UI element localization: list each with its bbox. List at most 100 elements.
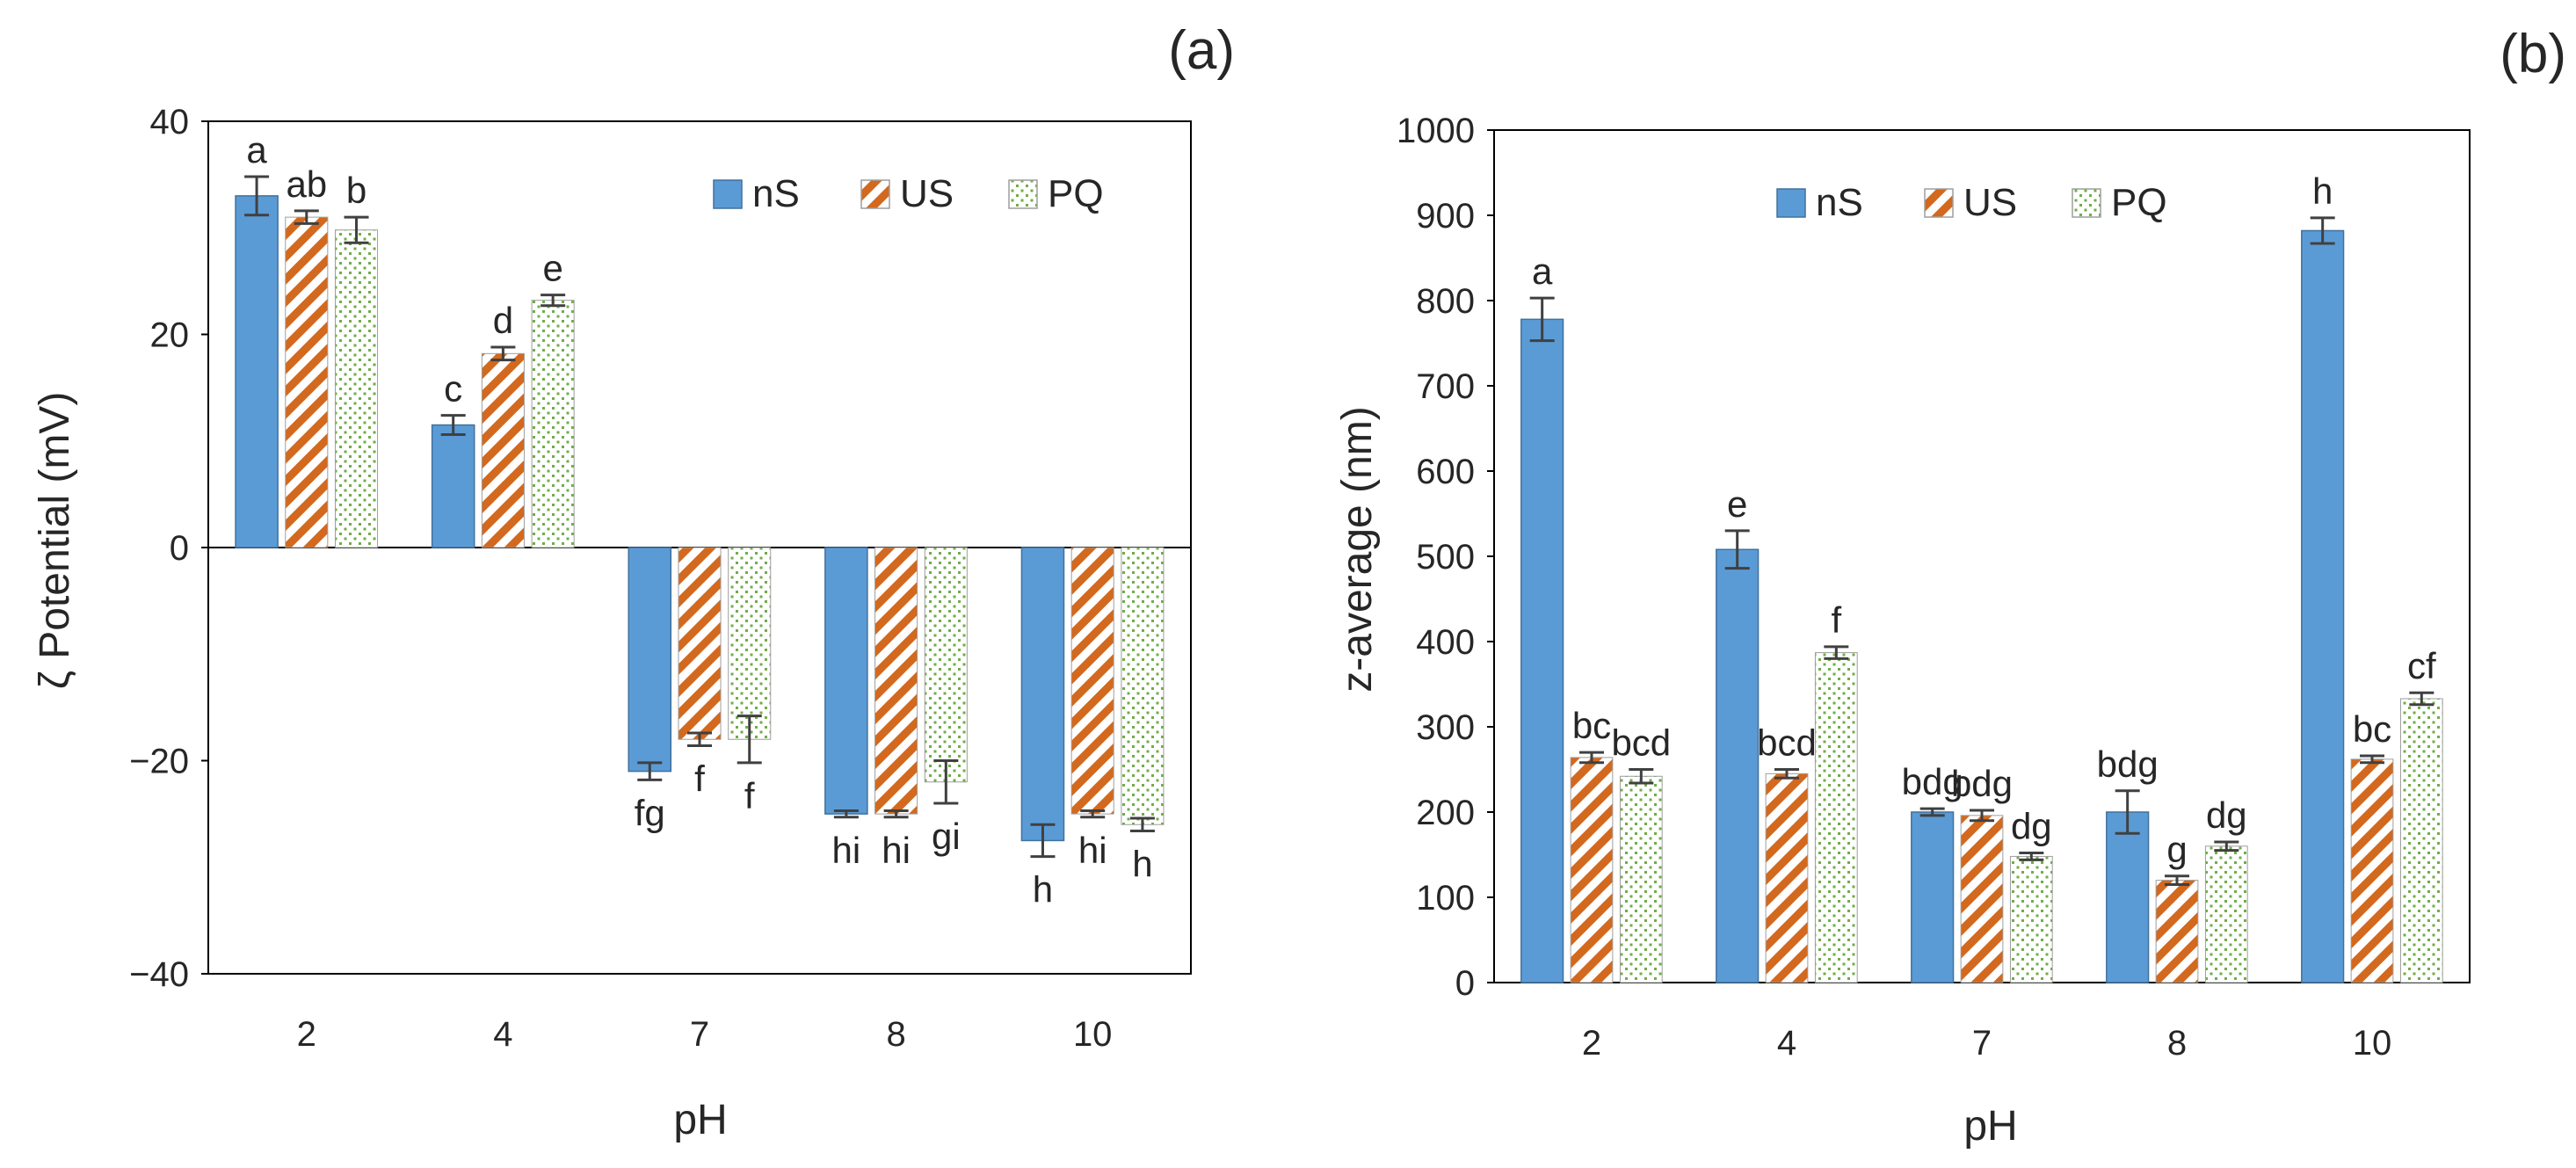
- significance-letter: d: [493, 300, 513, 341]
- chart-1-y-tick-label: 0: [1455, 964, 1475, 1003]
- legend-swatch-us: [1924, 188, 1954, 218]
- significance-letter: e: [542, 248, 562, 289]
- chart-0-x-tick-label: 2: [297, 1015, 316, 1054]
- bar-us-ph-7: [678, 548, 722, 740]
- bar-pq-ph-7: [2010, 856, 2053, 983]
- bar-pq-ph-8: [925, 548, 968, 782]
- chart-a-x-axis-title: pH: [673, 1097, 727, 1143]
- chart-b-z-average: (b) z-average (nm) pH 0 100 200 300 400 500 60…: [1334, 24, 2566, 1150]
- significance-letter: h: [2312, 170, 2333, 212]
- bar-ns-ph-2: [1520, 318, 1564, 983]
- chart-1-y-tick-label: 700: [1416, 367, 1475, 406]
- bar-ns-ph-8: [824, 547, 868, 815]
- significance-letter: g: [2166, 829, 2187, 870]
- significance-letter: ab: [286, 163, 327, 205]
- bar-us-ph-7: [1961, 815, 2003, 983]
- chart-1-y-tick-label: 900: [1416, 197, 1475, 236]
- bar-ns-ph-4: [1716, 548, 1760, 983]
- chart-0-y-tick-label: 20: [150, 316, 190, 355]
- legend-swatch-ns: [1776, 188, 1806, 218]
- significance-letter: f: [744, 775, 755, 816]
- significance-letter: fg: [635, 792, 665, 833]
- significance-letter: cf: [2407, 645, 2436, 686]
- significance-letter: h: [1033, 869, 1053, 910]
- chart-b-panel-label: (b): [2500, 24, 2566, 84]
- significance-letter: f: [1831, 599, 1841, 641]
- significance-letter: gi: [932, 816, 961, 857]
- bar-ns-ph-2: [235, 195, 279, 548]
- significance-letter: bcd: [1757, 722, 1817, 764]
- bar-ns-ph-10: [1020, 547, 1065, 842]
- bar-us-ph-4: [482, 353, 525, 548]
- significance-letter: bdg: [1951, 763, 2013, 804]
- bar-pq-ph-7: [728, 548, 771, 740]
- bar-pq-ph-4: [1815, 652, 1858, 983]
- significance-letter: b: [346, 170, 366, 211]
- legend-swatch-us: [860, 179, 890, 209]
- chart-b-x-axis-title: pH: [1963, 1103, 2017, 1150]
- significance-letter: a: [1532, 250, 1553, 292]
- bar-us-ph-2: [1571, 757, 1613, 983]
- chart-1-y-tick-label: 800: [1416, 282, 1475, 321]
- legend-label-ns: nS: [1816, 181, 1863, 224]
- bar-us-ph-4: [1766, 773, 1808, 983]
- significance-letter: bc: [2353, 708, 2391, 750]
- bar-us-ph-10: [2351, 758, 2393, 983]
- chart-a-y-axis-title: ζ Potential (mV): [32, 392, 78, 690]
- significance-letter: dg: [2011, 806, 2052, 847]
- chart-0-y-tick-label: 0: [170, 529, 189, 568]
- significance-letter: hi: [1078, 830, 1107, 871]
- chart-0-y-tick-label: 40: [150, 103, 190, 141]
- chart-0-x-tick-label: 8: [886, 1015, 905, 1054]
- legend-label-us: US: [1963, 181, 2017, 224]
- significance-letter: hi: [832, 830, 861, 871]
- chart-1-x-tick-label: 8: [2167, 1024, 2187, 1063]
- significance-letter: f: [694, 758, 705, 800]
- chart-0-y-tick-label: −20: [129, 743, 189, 781]
- significance-letter: dg: [2206, 794, 2247, 836]
- bar-pq-ph-2: [1620, 776, 1663, 983]
- significance-letter: bdg: [1902, 761, 1963, 802]
- significance-letter: bc: [1572, 705, 1611, 746]
- bar-ns-ph-7: [1911, 811, 1955, 983]
- chart-0-y-tick-label: −40: [129, 955, 189, 994]
- chart-1-y-tick-label: 600: [1416, 453, 1475, 491]
- legend-label-us: US: [900, 172, 954, 215]
- significance-letter: c: [444, 368, 462, 410]
- chart-1-x-tick-label: 7: [1972, 1024, 1992, 1063]
- significance-letter: h: [1132, 844, 1152, 885]
- chart-1-y-tick-label: 1000: [1397, 112, 1475, 150]
- chart-1-y-tick-label: 500: [1416, 538, 1475, 577]
- chart-1-y-tick-label: 400: [1416, 623, 1475, 662]
- chart-1-y-tick-label: 200: [1416, 794, 1475, 832]
- legend-label-pq: PQ: [1048, 172, 1104, 215]
- chart-0-x-tick-label: 7: [690, 1015, 709, 1054]
- significance-letter: hi: [882, 830, 911, 871]
- bar-us-ph-8: [2156, 880, 2198, 983]
- legend-label-ns: nS: [752, 172, 800, 215]
- chart-1-y-tick-label: 100: [1416, 879, 1475, 918]
- bar-us-ph-2: [285, 217, 328, 548]
- chart-b-y-axis-title: z-average (nm): [1334, 406, 1381, 692]
- chart-a-panel-label: (a): [1168, 20, 1235, 81]
- chart-a-zeta-potential: (a) ζ Potential (mV) pH −40 −20 0 20 40 2 4 7 8 1…: [32, 20, 1235, 1143]
- bar-us-ph-8: [874, 548, 918, 815]
- chart-1-x-tick-label: 10: [2353, 1024, 2392, 1063]
- bar-ns-ph-7: [628, 547, 672, 773]
- bar-pq-ph-8: [2205, 845, 2248, 983]
- chart-1-x-tick-label: 4: [1777, 1024, 1796, 1063]
- chart-0-x-tick-label: 4: [493, 1015, 512, 1054]
- bar-pq-ph-10: [1121, 548, 1164, 825]
- legend-swatch-pq: [1008, 179, 1038, 209]
- legend-swatch-ns: [713, 179, 743, 209]
- chart-1-x-tick-label: 2: [1582, 1024, 1601, 1063]
- legend-label-pq: PQ: [2111, 181, 2167, 224]
- bar-pq-ph-2: [335, 229, 378, 548]
- chart-1-y-tick-label: 300: [1416, 708, 1475, 747]
- bar-ns-ph-4: [431, 424, 475, 548]
- significance-letter: bdg: [2097, 744, 2159, 785]
- bar-ns-ph-8: [2106, 811, 2150, 983]
- significance-letter: bcd: [1611, 722, 1671, 764]
- bar-pq-ph-4: [532, 300, 575, 548]
